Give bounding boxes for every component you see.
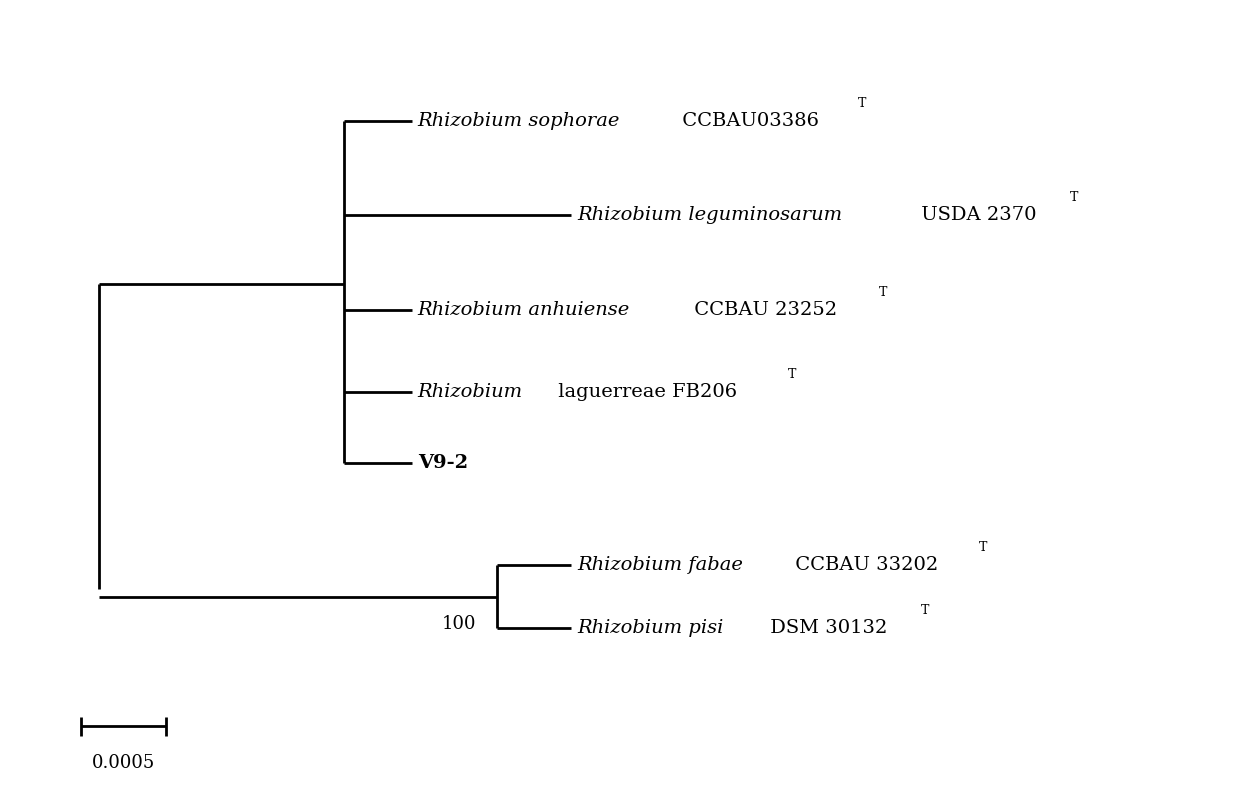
Text: CCBAU03386: CCBAU03386	[676, 112, 818, 130]
Text: Rhizobium pisi: Rhizobium pisi	[577, 619, 723, 637]
Text: Rhizobium anhuiense: Rhizobium anhuiense	[418, 301, 630, 318]
Text: Rhizobium leguminosarum: Rhizobium leguminosarum	[577, 206, 842, 224]
Text: CCBAU 33202: CCBAU 33202	[789, 556, 937, 574]
Text: T: T	[980, 542, 987, 554]
Text: CCBAU 23252: CCBAU 23252	[688, 301, 838, 318]
Text: 100: 100	[443, 615, 476, 633]
Text: Rhizobium fabae: Rhizobium fabae	[577, 556, 743, 574]
Text: T: T	[787, 368, 796, 382]
Text: laguerreae FB206: laguerreae FB206	[552, 383, 737, 401]
Text: V9-2: V9-2	[418, 454, 467, 472]
Text: Rhizobium sophorae: Rhizobium sophorae	[418, 112, 620, 130]
Text: T: T	[858, 97, 867, 110]
Text: T: T	[879, 286, 887, 299]
Text: T: T	[1070, 191, 1079, 205]
Text: T: T	[921, 604, 930, 617]
Text: Rhizobium: Rhizobium	[418, 383, 523, 401]
Text: DSM 30132: DSM 30132	[764, 619, 887, 637]
Text: 0.0005: 0.0005	[92, 754, 155, 772]
Text: USDA 2370: USDA 2370	[915, 206, 1037, 224]
